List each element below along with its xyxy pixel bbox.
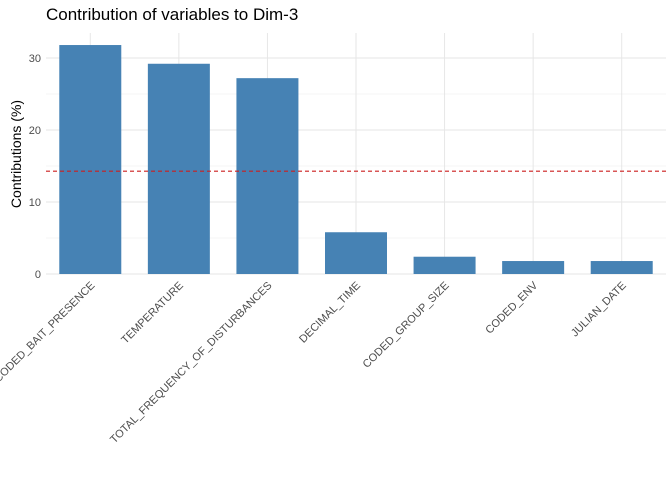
bar (413, 256, 476, 274)
bar (590, 261, 653, 274)
y-tick-label: 20 (29, 125, 41, 137)
bar (147, 63, 210, 275)
bars (59, 45, 653, 275)
x-tick-labels: CODED_BAIT_PRESENCE TEMPERATURETOTAL_FREQ… (0, 279, 629, 446)
y-tick-labels: 0 10 20 30 (29, 53, 41, 281)
x-tick-label: TOTAL_FREQUENCY_OF_DISTURBANCES (108, 280, 274, 446)
bar (502, 261, 565, 274)
y-tick-label: 10 (29, 197, 41, 209)
chart-title: Contribution of variables to Dim-3 (46, 5, 299, 24)
x-tick-label: TEMPERATURE (119, 280, 186, 347)
y-tick-label: 0 (35, 269, 41, 281)
x-tick-label: CODED_ENV (483, 279, 540, 336)
bar (59, 45, 122, 274)
x-tick-label: DECIMAL_TIME (297, 280, 363, 346)
bar (236, 78, 299, 274)
x-tick-label: JULIAN_DATE (569, 280, 629, 340)
y-tick-label: 30 (29, 53, 41, 65)
x-tick-label: CODED_GROUP_SIZE (361, 280, 452, 371)
x-tick-label: CODED_BAIT_PRESENCE (0, 280, 97, 385)
bar (325, 232, 387, 274)
